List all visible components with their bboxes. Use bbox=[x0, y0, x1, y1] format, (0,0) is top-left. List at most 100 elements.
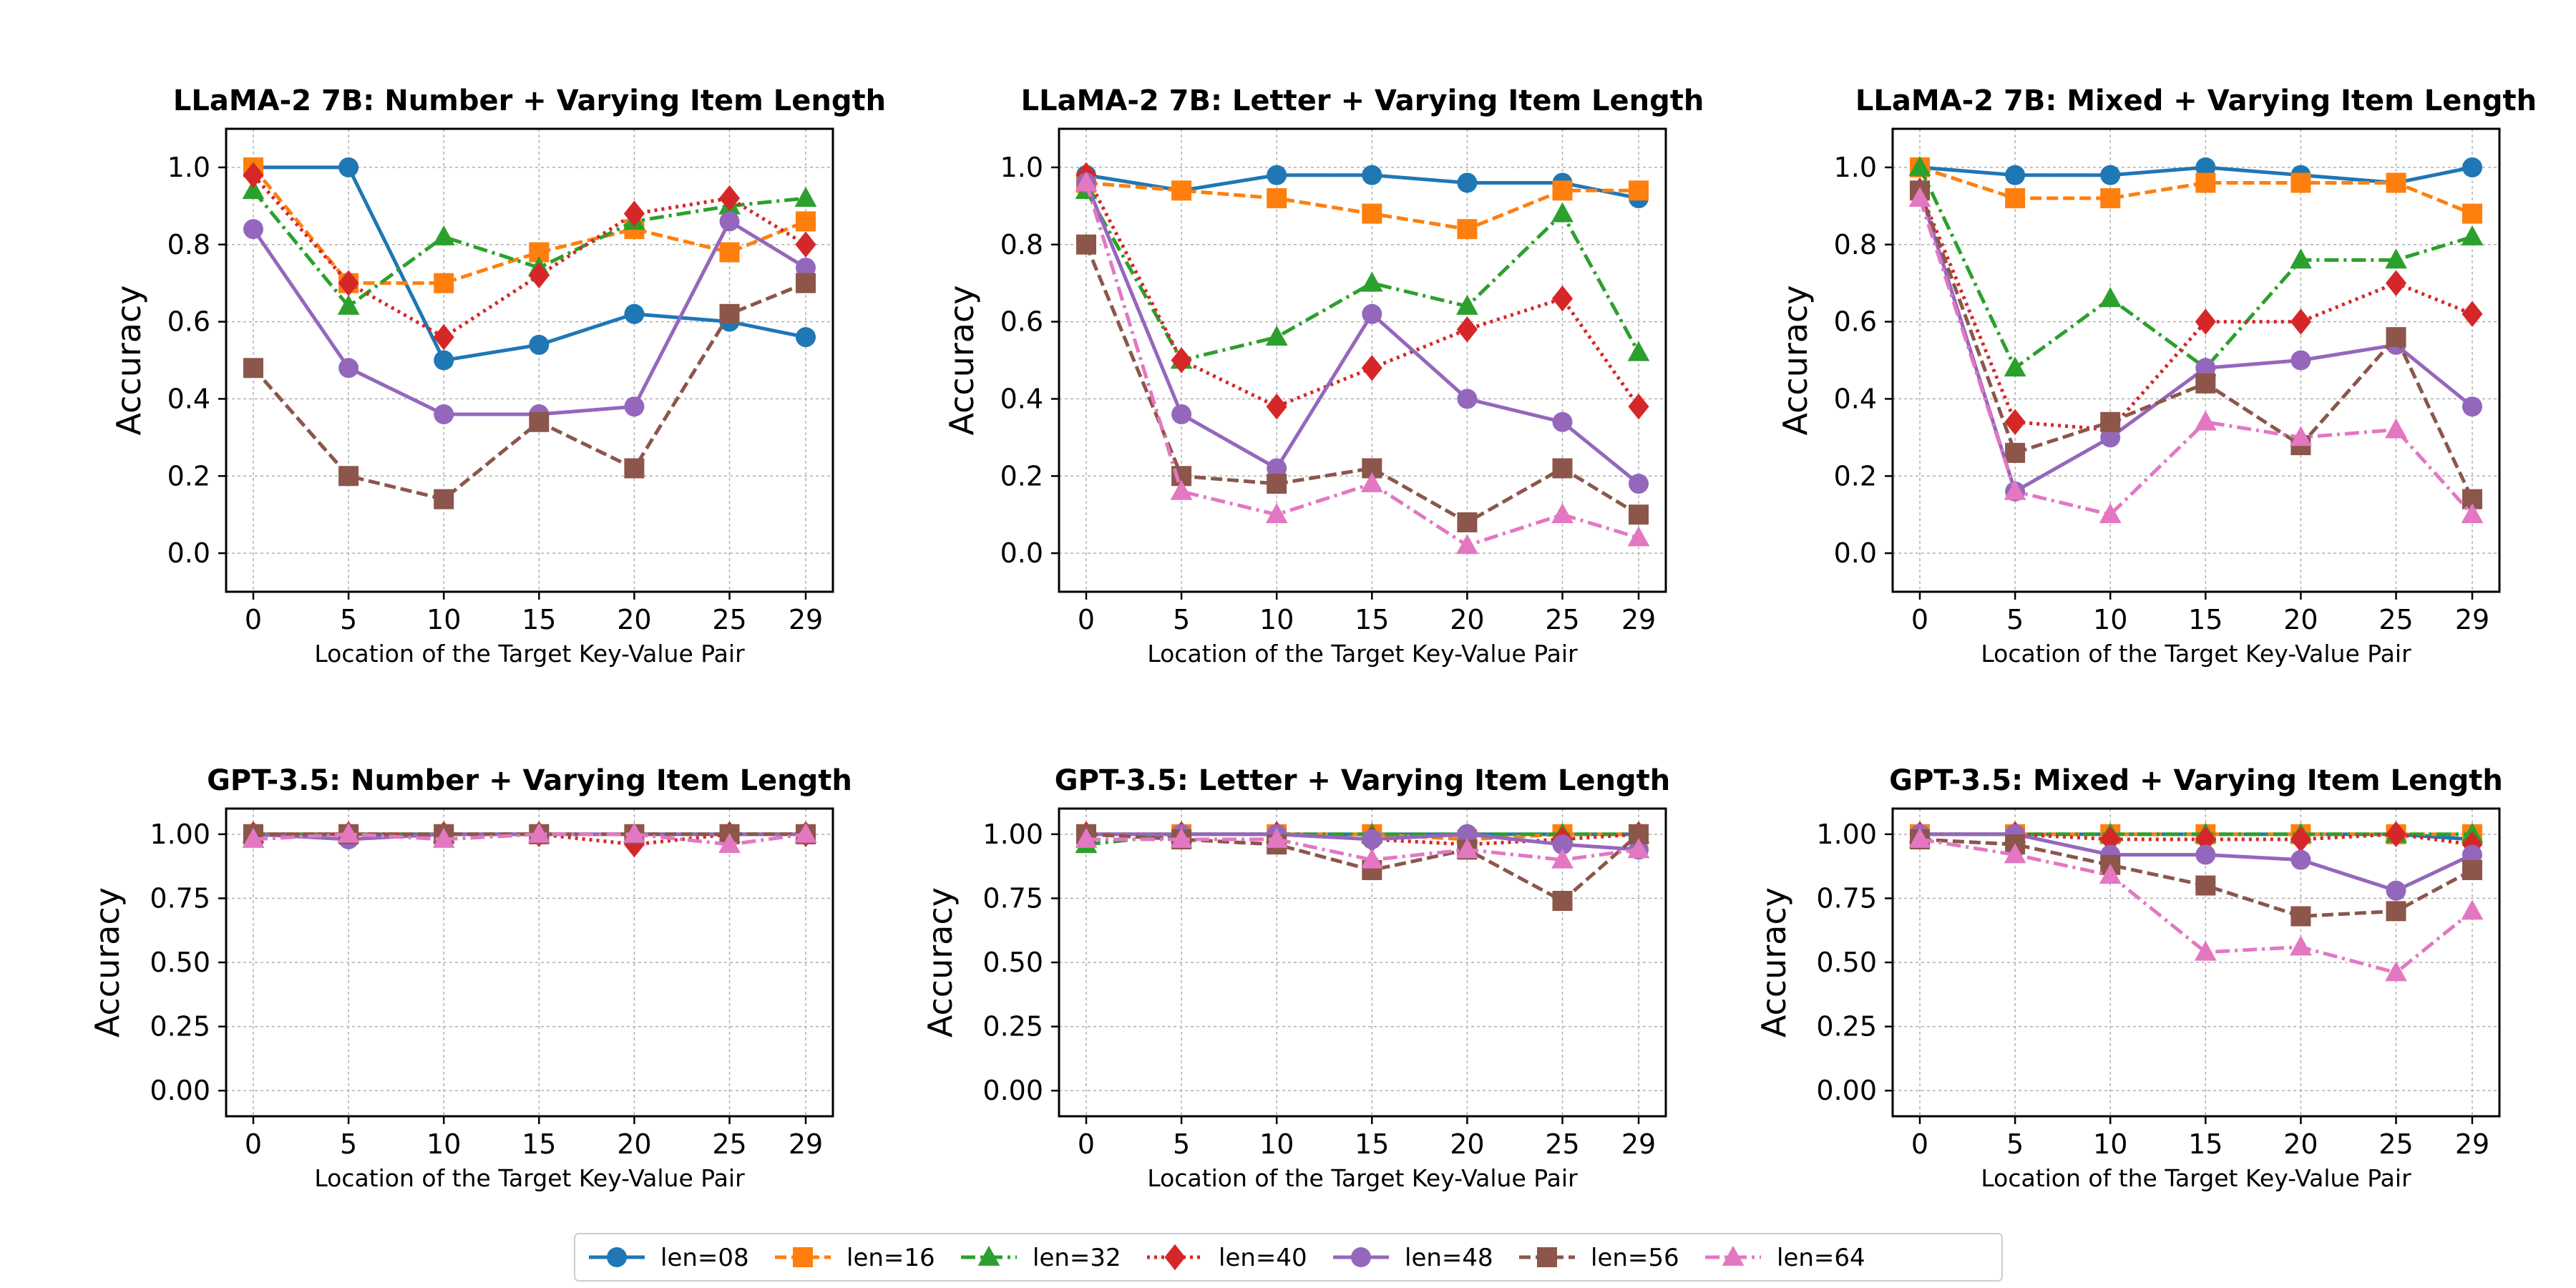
data-point-len=48 bbox=[434, 404, 454, 424]
y-tick-label: 0.8 bbox=[1834, 229, 1877, 260]
y-tick-label: 0.0 bbox=[167, 537, 210, 569]
panel-6: GPT-3.5: Mixed + Varying Item Length 0 5 10… bbox=[1755, 764, 2503, 1192]
panel-5: GPT-3.5: Letter + Varying Item Length 0 5 1… bbox=[921, 764, 1670, 1192]
data-point-len=32 bbox=[337, 294, 360, 315]
legend-label: len=32 bbox=[1033, 1244, 1121, 1272]
y-axis-label: Accuracy bbox=[921, 887, 960, 1038]
data-point-len=32 bbox=[242, 179, 265, 200]
legend-swatch-marker bbox=[793, 1247, 813, 1267]
x-axis-label: Location of the Target Key-Value Pair bbox=[314, 640, 745, 668]
y-tick-label: 0.0 bbox=[1000, 537, 1043, 569]
panel-title: LLaMA-2 7B: Number + Varying Item Length bbox=[173, 84, 886, 117]
data-point-len=56 bbox=[2462, 860, 2482, 880]
legend-swatch-marker bbox=[1351, 1247, 1371, 1267]
data-point-len=40 bbox=[1551, 286, 1574, 312]
data-point-len=32 bbox=[1360, 271, 1383, 292]
data-point-len=16 bbox=[434, 273, 454, 293]
y-tick-label: 0.2 bbox=[1000, 460, 1043, 492]
axes-frame bbox=[1058, 127, 1667, 593]
data-point-len=16 bbox=[1171, 180, 1192, 201]
legend-item-len=40: len=40 bbox=[1147, 1244, 1307, 1272]
data-point-len=40 bbox=[338, 270, 359, 296]
x-tick-label: 10 bbox=[2093, 604, 2127, 635]
x-tick-label: 20 bbox=[617, 1128, 651, 1160]
data-point-len=56 bbox=[624, 458, 645, 479]
x-tick-label: 29 bbox=[2455, 604, 2489, 635]
data-point-len=40 bbox=[528, 262, 550, 289]
x-tick-label: 20 bbox=[617, 604, 651, 635]
data-point-len=48 bbox=[1457, 824, 1478, 844]
legend-label: len=08 bbox=[660, 1244, 749, 1272]
data-point-len=32 bbox=[794, 186, 817, 207]
data-point-len=64 bbox=[1360, 472, 1383, 492]
x-tick-label: 25 bbox=[712, 604, 746, 635]
legend-label: len=16 bbox=[847, 1244, 935, 1272]
y-tick-label: 0.0 bbox=[1834, 537, 1877, 569]
x-tick-label: 0 bbox=[1078, 1128, 1095, 1160]
data-point-len=48 bbox=[2462, 844, 2482, 865]
data-point-len=48 bbox=[2195, 844, 2216, 865]
panel-4: GPT-3.5: Number + Varying Item Length 0 5 1… bbox=[88, 764, 852, 1192]
data-point-len=16 bbox=[2195, 172, 2216, 193]
data-point-len=64 bbox=[1170, 479, 1193, 500]
data-point-len=64 bbox=[2004, 479, 2026, 500]
data-point-len=56 bbox=[2100, 411, 2121, 432]
data-point-len=64 bbox=[2385, 961, 2407, 982]
data-point-len=40 bbox=[2004, 409, 2026, 435]
data-point-len=40 bbox=[243, 162, 264, 188]
data-point-len=08 bbox=[2100, 165, 2121, 185]
data-point-len=40 bbox=[1628, 394, 1649, 420]
x-tick-label: 20 bbox=[1450, 604, 1484, 635]
x-tick-label: 25 bbox=[712, 1128, 746, 1160]
x-tick-label: 20 bbox=[2283, 1128, 2318, 1160]
y-tick-label: 0.25 bbox=[150, 1011, 210, 1043]
data-point-len=08 bbox=[434, 350, 454, 371]
data-point-len=32 bbox=[1456, 294, 1478, 315]
data-point-len=48 bbox=[796, 258, 816, 278]
legend-swatch-marker bbox=[977, 1245, 1000, 1266]
y-tick-label: 0.75 bbox=[150, 882, 210, 914]
x-tick-label: 25 bbox=[2379, 604, 2413, 635]
y-tick-label: 0.50 bbox=[982, 947, 1043, 978]
data-point-len=40 bbox=[2290, 826, 2311, 853]
panel-2: LLaMA-2 7B: Letter + Varying Item Length… bbox=[942, 84, 1704, 668]
data-point-len=32 bbox=[2099, 287, 2122, 308]
axes-frame bbox=[1891, 127, 2501, 593]
data-point-len=64 bbox=[1265, 827, 1288, 848]
x-tick-label: 20 bbox=[1450, 1128, 1484, 1160]
legend-item-len=48: len=48 bbox=[1333, 1244, 1493, 1272]
legend-frame bbox=[574, 1233, 2003, 1282]
x-axis-label: Location of the Target Key-Value Pair bbox=[1981, 1164, 2411, 1192]
x-tick-label: 0 bbox=[245, 604, 262, 635]
legend-label: len=64 bbox=[1777, 1244, 1865, 1272]
panel-title: GPT-3.5: Mixed + Varying Item Length bbox=[1889, 764, 2503, 797]
series-line-len=64 bbox=[1918, 197, 2474, 517]
y-tick-label: 0.50 bbox=[1816, 947, 1877, 978]
data-point-len=32 bbox=[1627, 341, 1650, 361]
data-point-len=56 bbox=[529, 411, 550, 432]
x-tick-label: 15 bbox=[1355, 604, 1389, 635]
data-point-len=56 bbox=[1076, 234, 1096, 255]
y-tick-label: 0.00 bbox=[982, 1075, 1043, 1106]
data-point-len=16 bbox=[2462, 203, 2482, 224]
y-tick-label: 0.00 bbox=[150, 1075, 210, 1106]
y-axis-label: Accuracy bbox=[109, 285, 148, 435]
data-point-len=56 bbox=[796, 273, 816, 293]
x-tick-label: 15 bbox=[522, 1128, 556, 1160]
data-point-len=56 bbox=[338, 466, 359, 487]
x-tick-label: 5 bbox=[2006, 604, 2024, 635]
y-tick-label: 0.8 bbox=[1000, 229, 1043, 260]
data-point-len=40 bbox=[2462, 301, 2483, 327]
series-line-len=40 bbox=[1918, 190, 2473, 432]
data-point-len=64 bbox=[2194, 410, 2217, 431]
data-point-len=48 bbox=[1267, 458, 1287, 479]
y-tick-label: 1.00 bbox=[150, 819, 210, 850]
data-point-len=64 bbox=[2385, 418, 2407, 439]
x-tick-label: 25 bbox=[2379, 1128, 2413, 1160]
legend-label: len=48 bbox=[1405, 1244, 1493, 1272]
data-point-len=64 bbox=[1075, 827, 1098, 848]
x-axis-label: Location of the Target Key-Value Pair bbox=[314, 1164, 745, 1192]
data-point-len=08 bbox=[1267, 165, 1287, 185]
data-point-len=48 bbox=[1171, 404, 1192, 424]
